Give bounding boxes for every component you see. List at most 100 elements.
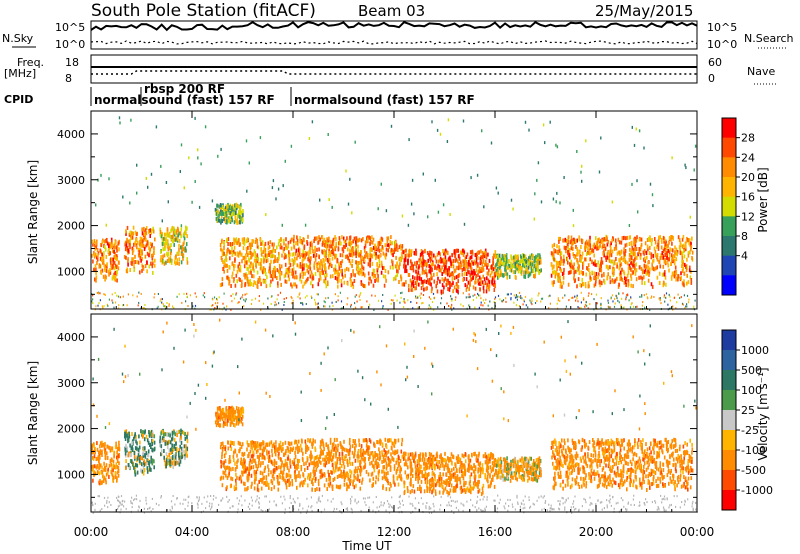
noise-cell: [621, 297, 623, 300]
echo-cell: [576, 268, 579, 273]
echo-cell: [310, 270, 313, 275]
echo-cell: [340, 279, 343, 283]
echo-cell: [94, 246, 96, 251]
noise-cell: [452, 499, 454, 502]
echo-cell: [580, 270, 583, 275]
echo-cell: [592, 261, 595, 266]
noise-cell: [124, 500, 126, 503]
echo-cell: [594, 275, 596, 280]
sparse-cell: [649, 182, 652, 186]
echo-cell: [249, 282, 252, 287]
echo-cell: [152, 253, 154, 258]
echo-cell: [347, 241, 350, 246]
sparse-cell: [319, 198, 321, 202]
echo-cell: [619, 257, 622, 262]
echo-cell: [253, 280, 255, 285]
echo-cell: [490, 265, 492, 270]
echo-cell: [160, 452, 162, 457]
noise-cell: [596, 302, 598, 305]
echo-cell: [107, 467, 109, 472]
noise-cell: [251, 499, 253, 502]
echo-cell: [594, 245, 596, 250]
echo-cell: [250, 261, 252, 266]
echo-cell: [109, 242, 111, 246]
echo-cell: [216, 203, 218, 208]
echo-cell: [253, 268, 255, 273]
noise-cell: [153, 296, 155, 299]
echo-cell: [466, 264, 468, 269]
noise-cell: [684, 500, 686, 503]
noise-cell: [584, 498, 586, 501]
echo-cell: [244, 282, 247, 286]
echo-cell: [415, 269, 417, 274]
echo-cell: [522, 253, 524, 258]
echo-cell: [290, 237, 293, 242]
sparse-cell: [328, 198, 330, 202]
echo-cell: [219, 243, 222, 247]
echo-cell: [589, 235, 591, 240]
echo-cell: [380, 240, 383, 245]
noise-cell: [661, 501, 663, 504]
echo-cell: [370, 247, 372, 251]
echo-cell: [226, 220, 228, 225]
echo-cell: [587, 250, 589, 255]
echo-cell: [558, 272, 560, 277]
noise-cell: [540, 300, 542, 303]
echo-cell: [404, 257, 407, 262]
echo-cell: [480, 281, 482, 285]
echo-cell: [98, 450, 100, 455]
echo-cell: [297, 248, 300, 253]
echo-cell: [492, 261, 495, 266]
echo-cell: [256, 244, 259, 249]
echo-cell: [535, 262, 538, 267]
echo-cell: [674, 245, 676, 250]
noise-cell: [138, 301, 140, 304]
echo-cell: [153, 263, 156, 268]
noise-cell: [368, 506, 370, 509]
echo-cell: [428, 264, 430, 269]
noise-cell: [248, 502, 251, 505]
noise-cell: [140, 292, 142, 295]
noise-cell: [182, 502, 184, 505]
echo-cell: [589, 277, 592, 282]
sparse-cell: [188, 156, 190, 160]
echo-cell: [174, 447, 177, 452]
echo-cell: [141, 469, 144, 474]
echo-cell: [174, 432, 176, 437]
noise-cell: [544, 502, 546, 504]
noise-cell: [577, 306, 579, 308]
nave-tick-top: 60: [708, 56, 722, 69]
echo-cell: [366, 255, 369, 260]
echo-cell: [514, 270, 516, 275]
echo-cell: [146, 269, 148, 274]
noise-cell: [121, 503, 123, 506]
noise-cell: [290, 295, 292, 298]
echo-cell: [221, 212, 223, 216]
echo-cell: [605, 264, 608, 269]
echo-cell: [567, 246, 569, 251]
echo-cell: [273, 242, 275, 247]
echo-cell: [647, 278, 650, 283]
noise-cell: [683, 503, 686, 506]
noise-cell: [676, 301, 678, 304]
noise-cell: [417, 306, 419, 309]
sparse-cell: [572, 208, 574, 212]
noise-cell: [591, 502, 593, 505]
echo-cell: [115, 475, 117, 479]
echo-cell: [340, 261, 342, 265]
echo-cell: [319, 270, 321, 275]
echo-cell: [234, 203, 236, 208]
echo-cell: [319, 276, 322, 281]
noise-cell: [615, 294, 617, 297]
echo-cell: [183, 232, 185, 237]
echo-cell: [116, 457, 119, 461]
echo-cell: [443, 263, 445, 268]
echo-cell: [378, 259, 381, 264]
echo-cell: [597, 272, 600, 277]
noise-cell: [686, 294, 689, 297]
echo-cell: [167, 242, 169, 247]
echo-cell: [675, 276, 678, 281]
echo-cell: [182, 242, 185, 247]
sparse-cell: [147, 185, 149, 189]
echo-cell: [113, 464, 116, 469]
